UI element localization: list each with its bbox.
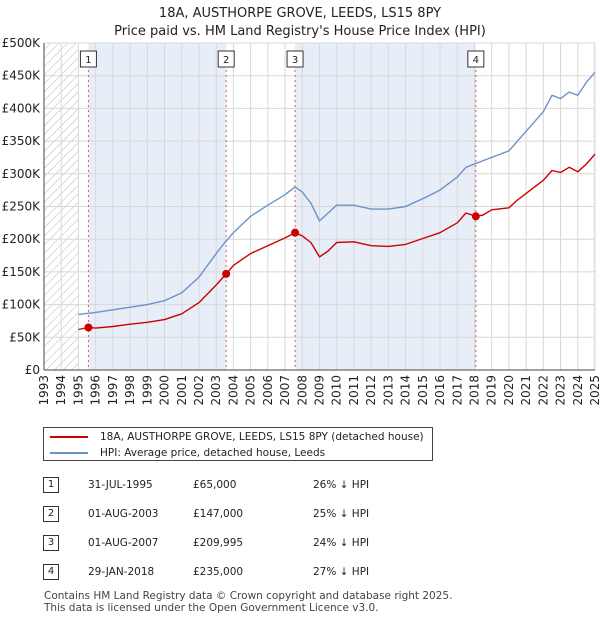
sale-marker-label: 4 bbox=[473, 55, 479, 66]
legend-swatch-hpi bbox=[50, 452, 88, 454]
sale-price: £209,995 bbox=[193, 536, 244, 549]
chart-title: 18A, AUSTHORPE GROVE, LEEDS, LS15 8PY bbox=[158, 6, 442, 21]
table-row: 1 31-JUL-1995 £65,000 26% ↓ HPI bbox=[43, 470, 413, 499]
x-tick-label: 2020 bbox=[502, 375, 516, 406]
property-price-line bbox=[78, 153, 596, 331]
x-tick-label: 1995 bbox=[71, 375, 85, 406]
sale-hpi-delta: 27% ↓ HPI bbox=[313, 565, 370, 578]
table-row: 2 01-AUG-2003 £147,000 25% ↓ HPI bbox=[43, 499, 413, 528]
x-tick-label: 2016 bbox=[433, 375, 447, 406]
y-tick-label: £500K bbox=[2, 36, 42, 50]
x-tick-label: 2022 bbox=[536, 375, 550, 406]
x-tick-label: 2003 bbox=[209, 375, 223, 406]
x-tick-label: 2009 bbox=[313, 375, 327, 406]
y-tick-label: £450K bbox=[2, 69, 42, 83]
y-tick-label: £400K bbox=[2, 101, 42, 115]
y-tick-label: £200K bbox=[2, 232, 42, 246]
sale-date: 29-JAN-2018 bbox=[88, 565, 155, 578]
footer-attribution: Contains HM Land Registry data © Crown c… bbox=[44, 590, 452, 614]
legend-swatch-property bbox=[50, 436, 88, 438]
x-tick-label: 2018 bbox=[467, 375, 481, 406]
sale-marker-badge: 3 bbox=[43, 534, 59, 551]
x-tick-label: 2015 bbox=[416, 375, 430, 406]
sale-marker-box bbox=[79, 50, 97, 68]
x-tick-label: 2014 bbox=[399, 375, 413, 406]
x-tick-label: 2021 bbox=[519, 375, 533, 406]
sale-date: 01-AUG-2007 bbox=[88, 536, 159, 549]
x-tick-label: 2005 bbox=[244, 375, 258, 406]
sale-hpi-delta: 26% ↓ HPI bbox=[313, 478, 370, 491]
sale-marker-badge: 1 bbox=[43, 476, 59, 493]
x-tick-label: 2017 bbox=[450, 375, 464, 406]
x-tick-label: 1999 bbox=[140, 375, 154, 406]
x-tick-label: 2025 bbox=[588, 375, 600, 406]
sale-marker-box bbox=[286, 50, 304, 68]
sale-date: 01-AUG-2003 bbox=[88, 507, 159, 520]
x-tick-label: 2008 bbox=[295, 375, 309, 406]
x-tick-label: 2000 bbox=[158, 375, 172, 406]
sale-hpi-delta: 25% ↓ HPI bbox=[313, 507, 370, 520]
x-tick-label: 2006 bbox=[261, 375, 275, 406]
legend-item-hpi: HPI: Average price, detached house, Leed… bbox=[44, 445, 325, 461]
sale-price: £235,000 bbox=[193, 565, 244, 578]
legend-label-hpi: HPI: Average price, detached house, Leed… bbox=[100, 447, 326, 459]
y-tick-label: £300K bbox=[2, 167, 42, 181]
x-tick-label: 1993 bbox=[37, 375, 51, 406]
sale-price: £147,000 bbox=[193, 507, 244, 520]
table-row: 4 29-JAN-2018 £235,000 27% ↓ HPI bbox=[43, 557, 413, 586]
price-chart: 1 2 3 4 £0 £50K £100K £150K £200K £250K £300K £350… bbox=[2, 36, 600, 406]
x-tick-label: 2013 bbox=[381, 375, 395, 406]
x-tick-label: 2002 bbox=[192, 375, 206, 406]
x-tick-label: 2012 bbox=[364, 375, 378, 406]
x-tick-label: 2007 bbox=[278, 375, 292, 406]
legend: 18A, AUSTHORPE GROVE, LEEDS, LS15 8PY (d… bbox=[43, 427, 433, 461]
x-tick-label: 2019 bbox=[485, 375, 499, 406]
sale-price: £65,000 bbox=[193, 478, 237, 491]
y-tick-label: £150K bbox=[2, 265, 42, 279]
y-tick-label: £100K bbox=[2, 298, 42, 312]
x-tick-label: 1997 bbox=[106, 375, 120, 406]
sale-point bbox=[291, 228, 300, 237]
legend-label-property: 18A, AUSTHORPE GROVE, LEEDS, LS15 8PY (d… bbox=[100, 431, 424, 443]
sale-point bbox=[84, 323, 93, 332]
footer-copyright: Contains HM Land Registry data © Crown c… bbox=[44, 590, 453, 602]
sale-date: 31-JUL-1995 bbox=[88, 478, 153, 491]
sale-point bbox=[471, 212, 480, 221]
sale-marker-label: 1 bbox=[85, 55, 91, 66]
sale-marker-box bbox=[467, 50, 485, 68]
hpi-line bbox=[78, 71, 596, 316]
sale-marker-badge: 2 bbox=[43, 505, 59, 522]
sale-marker-label: 3 bbox=[292, 55, 298, 66]
chart-subtitle: Price paid vs. HM Land Registry's House … bbox=[114, 24, 486, 39]
y-tick-label: £250K bbox=[2, 200, 42, 214]
x-tick-label: 2023 bbox=[554, 375, 568, 406]
table-row: 3 01-AUG-2007 £209,995 24% ↓ HPI bbox=[43, 528, 413, 557]
x-tick-label: 2001 bbox=[175, 375, 189, 406]
sale-marker-badge: 4 bbox=[43, 563, 59, 580]
y-tick-label: £350K bbox=[2, 134, 42, 148]
x-tick-label: 2010 bbox=[330, 375, 344, 406]
x-tick-label: 1996 bbox=[89, 375, 103, 406]
x-tick-label: 1994 bbox=[54, 375, 68, 406]
y-tick-label: £0 bbox=[25, 363, 40, 377]
x-tick-label: 2024 bbox=[571, 375, 585, 406]
x-tick-label: 2011 bbox=[347, 375, 361, 406]
sale-point bbox=[222, 269, 231, 278]
x-tick-label: 1998 bbox=[123, 375, 137, 406]
footer-license: This data is licensed under the Open Gov… bbox=[44, 602, 379, 614]
sale-marker-label: 2 bbox=[223, 55, 229, 66]
transactions-table: 1 31-JUL-1995 £65,000 26% ↓ HPI 2 01-AUG… bbox=[43, 470, 413, 586]
sale-hpi-delta: 24% ↓ HPI bbox=[313, 536, 370, 549]
legend-item-property: 18A, AUSTHORPE GROVE, LEEDS, LS15 8PY (d… bbox=[44, 429, 424, 445]
sale-marker-box bbox=[217, 50, 235, 68]
y-tick-label: £50K bbox=[9, 330, 41, 344]
x-tick-label: 2004 bbox=[226, 375, 240, 406]
